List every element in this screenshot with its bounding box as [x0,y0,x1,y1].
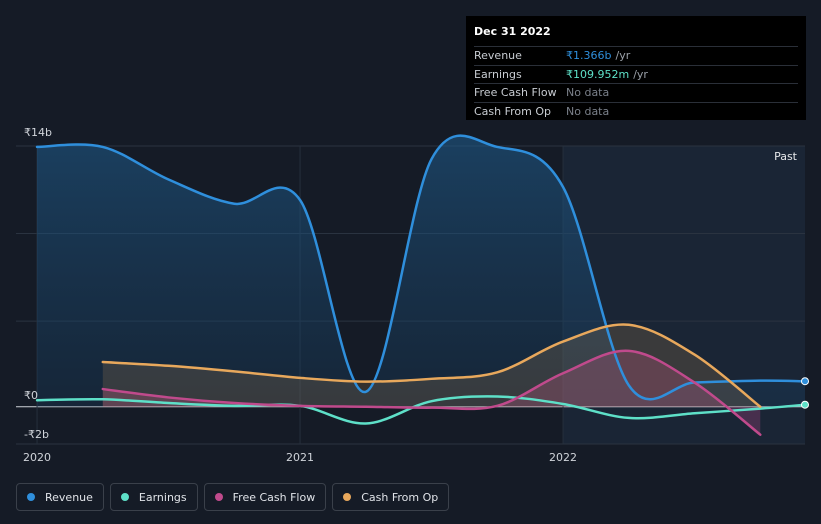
legend-item-revenue[interactable]: Revenue [16,483,104,511]
cash-from-op-line [101,323,762,408]
legend-item-earnings[interactable]: Earnings [109,483,198,511]
tooltip-row-unit: /yr [615,49,631,62]
legend-label: Free Cash Flow [232,490,316,504]
chart-legend: Revenue Earnings Free Cash Flow Cash From O… [16,483,450,511]
tooltip-row: Earnings ₹109.952m/yr [474,64,798,84]
free-cash-flow-area [102,350,761,435]
tooltip-date: Dec 31 2022 [474,25,551,38]
tooltip-row: Cash From Op No data [474,101,798,121]
tooltip-row: Revenue ₹1.366b/yr [474,46,798,65]
y-tick-label: ₹0 [24,389,38,402]
legend-item-free-cash-flow[interactable]: Free Cash Flow [203,483,327,511]
cash-from-op-area [102,324,761,407]
legend-dot-icon [214,493,223,501]
x-tick-label: 2022 [549,451,577,464]
legend-label: Revenue [45,490,93,504]
tooltip-row-value: ₹1.366b [566,49,612,62]
tooltip-row-label: Revenue [474,49,522,62]
tooltip-row-value: No data [566,104,610,118]
x-tick-label: 2021 [286,451,314,464]
tooltip-row-value: No data [566,86,610,99]
tooltip-row-label: Cash From Op [474,104,552,118]
legend-label: Earnings [138,490,187,504]
tooltip-row-unit: /yr [633,67,648,81]
revenue-end-marker [801,377,809,386]
tooltip-row-label: Free Cash Flow [474,86,557,99]
legend-dot-icon [343,493,352,501]
legend-dot-icon [27,493,35,501]
chart-plot: Past 2020 2021 2022 ₹14b ₹0 -₹2b [16,126,809,464]
tooltip-row-value: ₹109.952m [566,67,630,81]
x-tick-label: 2020 [23,451,51,464]
y-tick-label: ₹14b [24,126,52,139]
legend-dot-icon [120,493,129,501]
tooltip-row-label: Earnings [474,67,522,81]
free-cash-flow-line [101,349,762,436]
past-label: Past [774,150,798,163]
y-tick-label: -₹2b [24,428,49,441]
tooltip-row: Free Cash Flow No data [474,83,798,102]
legend-item-cash-from-op[interactable]: Cash From Op [332,483,450,511]
earnings-end-marker [801,400,809,409]
revenue-line [35,134,807,401]
legend-label: Cash From Op [361,490,439,504]
earnings-line [35,395,807,425]
tooltip-panel: Dec 31 2022 Revenue ₹1.366b/yr Earnings ₹10… [466,16,806,120]
